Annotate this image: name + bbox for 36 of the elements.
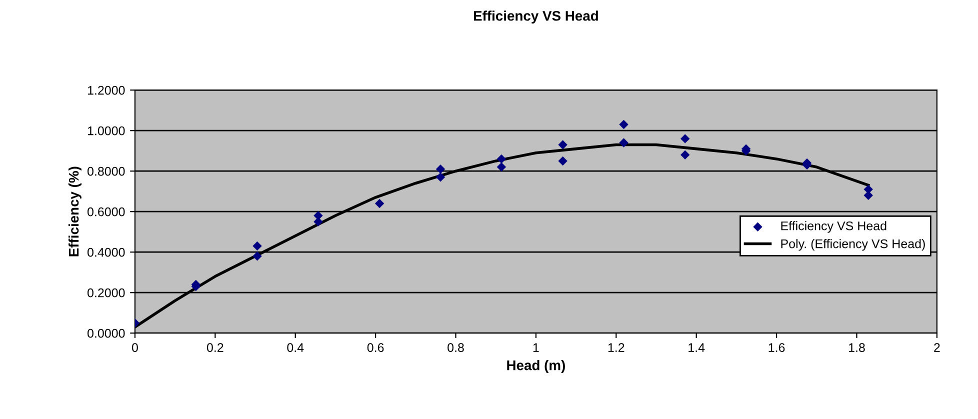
point: [252, 241, 262, 251]
x-tick-label: 0.4: [287, 343, 304, 352]
chart-title: Efficiency VS Head: [474, 10, 598, 24]
point: [436, 164, 446, 174]
y-tick-label: 0.0000: [88, 328, 125, 338]
x-tick-label: 0.8: [448, 343, 464, 352]
x-tick-label: 0.6: [367, 343, 384, 352]
x-tick-label: 1.4: [688, 343, 705, 352]
x-axis-title: Head (m): [507, 360, 565, 373]
x-tick-label: 1.8: [848, 343, 865, 352]
point: [558, 156, 568, 166]
point: [680, 150, 690, 160]
y-tick-label: 0.4000: [88, 248, 125, 257]
x-tick-label: 1.6: [768, 343, 785, 352]
legend-label: Efficiency VS Head: [781, 221, 886, 233]
y-tick-label: 1.2000: [88, 86, 125, 95]
y-axis-title: Efficiency (%): [68, 166, 82, 256]
x-tick-label: 1: [533, 343, 539, 352]
x-tick-label: 2: [934, 343, 940, 352]
point: [436, 172, 446, 182]
point: [374, 198, 384, 208]
point: [558, 140, 568, 150]
point: [496, 154, 506, 164]
point: [619, 138, 628, 148]
point: [496, 162, 506, 172]
point: [680, 134, 690, 144]
legend-label: Poly. (Efficiency VS Head): [781, 239, 925, 251]
x-tick-label: 1.2: [608, 343, 624, 352]
y-tick-label: 0.8000: [88, 166, 125, 176]
y-tick-label: 0.2000: [88, 288, 125, 298]
y-tick-label: 1.0000: [88, 126, 125, 136]
x-tick-label: 0: [132, 343, 138, 352]
point: [619, 120, 628, 130]
y-tick-label: 0.6000: [88, 207, 125, 216]
x-tick-label: 0.2: [206, 343, 224, 352]
point: [252, 252, 262, 261]
